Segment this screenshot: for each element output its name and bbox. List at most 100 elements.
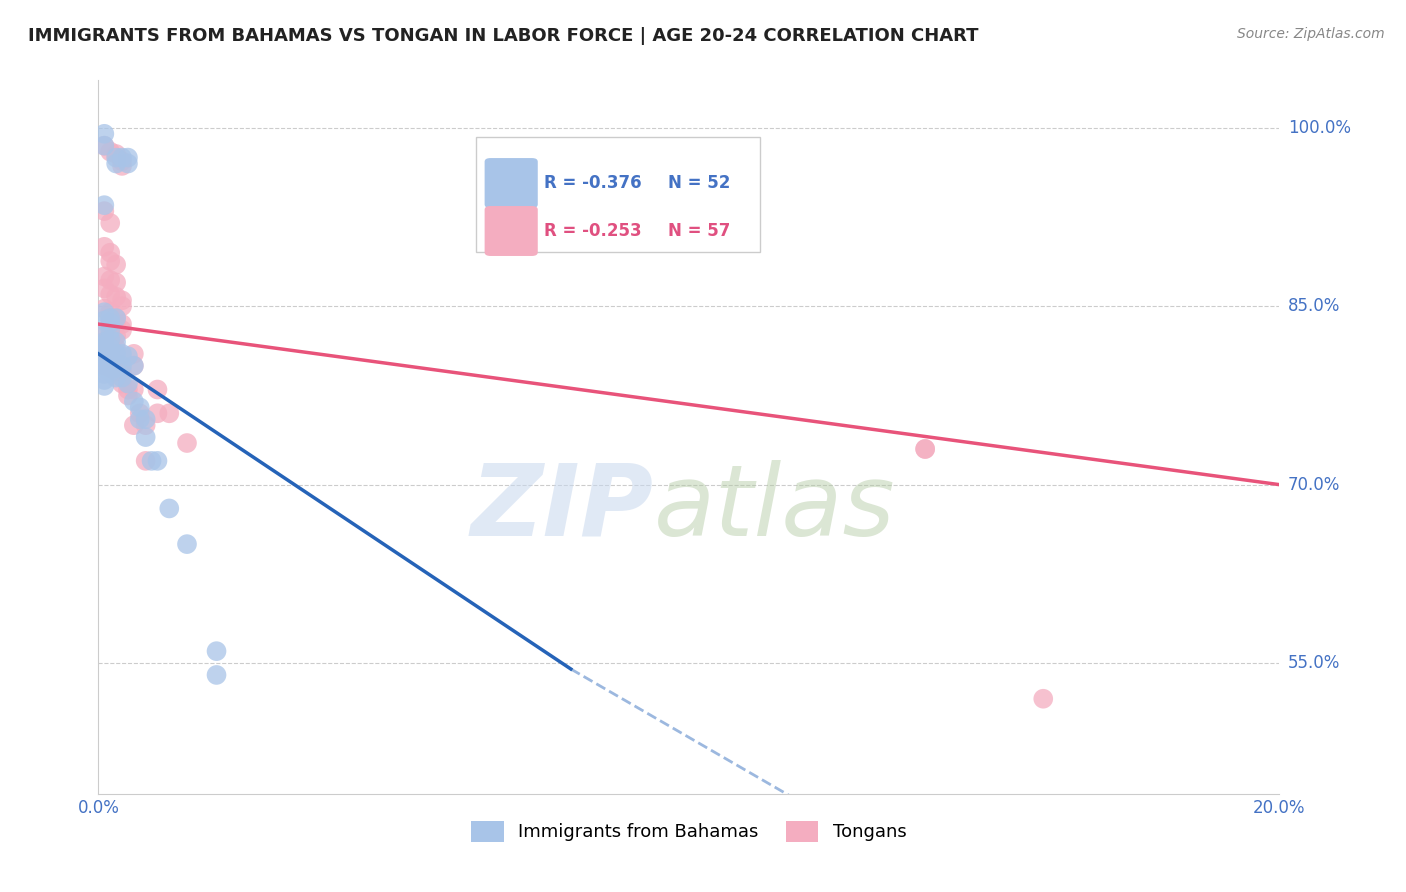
Point bbox=[93, 313, 115, 327]
Point bbox=[98, 311, 121, 326]
FancyBboxPatch shape bbox=[485, 158, 537, 208]
Point bbox=[105, 147, 128, 161]
Point bbox=[98, 337, 121, 351]
Legend: Immigrants from Bahamas, Tongans: Immigrants from Bahamas, Tongans bbox=[464, 814, 914, 849]
Point bbox=[93, 138, 115, 153]
Point bbox=[93, 373, 115, 387]
Point bbox=[117, 156, 139, 170]
Point bbox=[93, 359, 115, 373]
Point bbox=[93, 361, 115, 376]
Point bbox=[141, 454, 163, 468]
Point bbox=[111, 159, 134, 173]
Point bbox=[128, 401, 150, 415]
Point bbox=[128, 406, 150, 420]
Point bbox=[135, 412, 157, 426]
Point bbox=[111, 347, 134, 361]
Point bbox=[98, 273, 121, 287]
Point bbox=[157, 406, 180, 420]
Point bbox=[914, 442, 936, 456]
Point bbox=[93, 334, 115, 349]
Point bbox=[98, 351, 121, 366]
Point bbox=[93, 204, 115, 219]
Point bbox=[146, 383, 169, 397]
Point bbox=[117, 151, 139, 165]
Point bbox=[98, 316, 121, 330]
Point bbox=[135, 454, 157, 468]
Point bbox=[157, 501, 180, 516]
Point bbox=[176, 436, 198, 450]
Point bbox=[98, 341, 121, 355]
Point bbox=[98, 145, 121, 159]
Point bbox=[98, 333, 121, 347]
Point bbox=[135, 418, 157, 433]
Text: R = -0.376: R = -0.376 bbox=[544, 174, 641, 192]
Point bbox=[98, 311, 121, 326]
Point bbox=[111, 323, 134, 337]
Text: R = -0.253: R = -0.253 bbox=[544, 222, 641, 240]
Point bbox=[105, 156, 128, 170]
Point bbox=[93, 281, 115, 295]
Point bbox=[93, 301, 115, 316]
Point bbox=[93, 198, 115, 212]
Text: 85.0%: 85.0% bbox=[1288, 297, 1340, 315]
Point bbox=[93, 334, 115, 349]
Point bbox=[98, 349, 121, 363]
Point bbox=[111, 370, 134, 384]
Text: IMMIGRANTS FROM BAHAMAS VS TONGAN IN LABOR FORCE | AGE 20-24 CORRELATION CHART: IMMIGRANTS FROM BAHAMAS VS TONGAN IN LAB… bbox=[28, 27, 979, 45]
Point bbox=[93, 355, 115, 369]
Point bbox=[105, 258, 128, 272]
Point bbox=[93, 305, 115, 319]
Text: atlas: atlas bbox=[654, 460, 896, 557]
Text: 100.0%: 100.0% bbox=[1288, 119, 1351, 136]
FancyBboxPatch shape bbox=[477, 137, 759, 252]
Point bbox=[98, 329, 121, 343]
Point bbox=[105, 341, 128, 355]
Point bbox=[98, 216, 121, 230]
Point bbox=[1032, 691, 1054, 706]
Point bbox=[98, 287, 121, 301]
Point bbox=[914, 442, 936, 456]
Point bbox=[105, 329, 128, 343]
Point bbox=[98, 359, 121, 373]
Text: ZIP: ZIP bbox=[471, 460, 654, 557]
Point bbox=[93, 337, 115, 351]
Point bbox=[205, 644, 228, 658]
Point bbox=[111, 376, 134, 391]
Point bbox=[122, 383, 145, 397]
Text: N = 52: N = 52 bbox=[668, 174, 730, 192]
Point bbox=[205, 668, 228, 682]
Point bbox=[93, 127, 115, 141]
Point bbox=[146, 406, 169, 420]
Point bbox=[122, 359, 145, 373]
Point bbox=[105, 334, 128, 349]
Point bbox=[98, 361, 121, 376]
Point bbox=[105, 290, 128, 304]
Text: N = 57: N = 57 bbox=[668, 222, 730, 240]
Point bbox=[117, 349, 139, 363]
Point bbox=[93, 326, 115, 340]
Point bbox=[98, 323, 121, 337]
Point bbox=[146, 454, 169, 468]
Text: Source: ZipAtlas.com: Source: ZipAtlas.com bbox=[1237, 27, 1385, 41]
Text: 70.0%: 70.0% bbox=[1288, 475, 1340, 493]
Point bbox=[93, 138, 115, 153]
Point bbox=[93, 349, 115, 363]
Point bbox=[98, 305, 121, 319]
Point bbox=[93, 269, 115, 284]
Point bbox=[98, 245, 121, 260]
Point bbox=[105, 347, 128, 361]
Point bbox=[105, 311, 128, 326]
Point bbox=[93, 341, 115, 355]
Point bbox=[111, 154, 134, 169]
Point bbox=[105, 276, 128, 290]
Point bbox=[117, 376, 139, 391]
Point bbox=[135, 430, 157, 444]
Point bbox=[111, 317, 134, 331]
Point bbox=[105, 352, 128, 367]
Point bbox=[93, 367, 115, 381]
Point bbox=[93, 344, 115, 359]
Point bbox=[98, 254, 121, 268]
Point bbox=[128, 412, 150, 426]
Point bbox=[93, 329, 115, 343]
Point bbox=[111, 299, 134, 313]
